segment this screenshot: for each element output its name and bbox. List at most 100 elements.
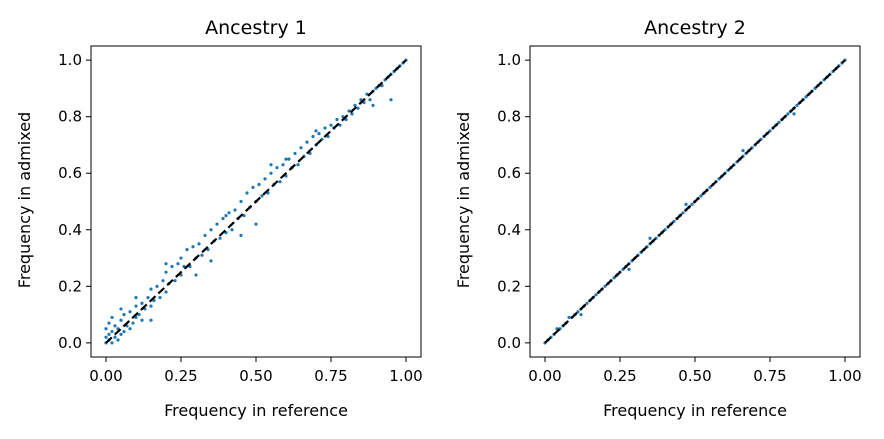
data-point xyxy=(356,106,360,110)
data-point xyxy=(690,202,694,206)
data-point xyxy=(293,151,297,156)
data-point xyxy=(104,335,108,339)
data-point xyxy=(110,315,114,320)
data-point xyxy=(104,327,108,331)
x-tick-label: 0.25 xyxy=(164,367,197,385)
x-tick-label: 0.75 xyxy=(314,367,347,385)
data-point xyxy=(792,112,796,116)
data-point xyxy=(245,191,249,195)
data-point xyxy=(230,228,234,232)
data-point xyxy=(107,321,111,325)
data-point xyxy=(278,180,282,184)
data-point xyxy=(317,132,321,136)
data-point xyxy=(179,256,183,260)
subplot-ancestry-1: Ancestry 1 Frequency in reference Freque… xyxy=(15,17,423,420)
data-point xyxy=(227,211,231,215)
subplot-ancestry-2: Ancestry 2 Frequency in reference Freque… xyxy=(454,17,862,420)
data-point xyxy=(164,270,168,274)
data-point xyxy=(804,95,808,99)
data-point xyxy=(140,301,144,305)
data-point xyxy=(239,199,243,204)
x-tick-label: 0.00 xyxy=(89,367,122,385)
data-point xyxy=(107,332,111,336)
y-tick-label: 0.6 xyxy=(497,164,521,182)
data-point xyxy=(203,233,207,238)
data-point xyxy=(215,222,219,226)
x-tick-label: 1.00 xyxy=(389,367,422,385)
data-point xyxy=(786,112,790,116)
chart-title: Ancestry 2 xyxy=(644,17,746,39)
data-point xyxy=(567,315,571,320)
data-point xyxy=(699,194,703,198)
y-tick-label: 1.0 xyxy=(58,51,82,69)
data-point xyxy=(594,293,598,297)
data-point xyxy=(194,273,198,277)
data-point xyxy=(323,126,327,130)
x-tick-label: 0.75 xyxy=(753,367,786,385)
data-point xyxy=(347,109,351,113)
data-point xyxy=(777,120,781,124)
data-point xyxy=(708,185,712,189)
y-axis-label: Frequency in admixed xyxy=(15,112,34,288)
x-tick-label: 0.25 xyxy=(603,367,636,385)
data-point xyxy=(134,304,138,308)
data-point xyxy=(612,276,616,280)
data-point xyxy=(110,341,114,345)
data-point xyxy=(257,182,261,187)
y-tick-label: 0.6 xyxy=(58,164,82,182)
data-point xyxy=(128,327,132,331)
data-point xyxy=(191,245,195,249)
data-point xyxy=(627,267,631,271)
data-point xyxy=(269,171,273,175)
data-point xyxy=(353,103,357,107)
data-point xyxy=(585,301,589,305)
data-point xyxy=(335,117,339,122)
data-point xyxy=(128,310,132,314)
y-tick-label: 0.4 xyxy=(497,221,521,239)
y-tick-label: 1.0 xyxy=(497,51,521,69)
data-point xyxy=(795,103,799,107)
data-point xyxy=(122,329,126,334)
data-point xyxy=(164,290,168,294)
y-tick-label: 0.0 xyxy=(497,334,521,352)
data-point xyxy=(173,279,177,283)
data-point xyxy=(155,284,159,288)
data-point xyxy=(140,318,144,322)
data-point xyxy=(311,134,315,139)
data-point xyxy=(296,163,300,167)
data-point xyxy=(314,129,318,133)
data-point xyxy=(158,296,162,300)
data-point xyxy=(149,287,153,291)
chart-title: Ancestry 1 xyxy=(205,17,307,39)
data-point xyxy=(149,318,153,322)
data-point xyxy=(681,211,685,215)
data-point xyxy=(200,253,204,257)
data-point xyxy=(672,219,676,223)
reference-line xyxy=(544,59,846,344)
data-point xyxy=(284,157,288,161)
data-point xyxy=(164,262,168,266)
data-point xyxy=(269,163,273,167)
data-point xyxy=(684,202,688,206)
data-point xyxy=(221,216,225,221)
data-point xyxy=(161,279,165,283)
data-point xyxy=(368,98,372,102)
data-point xyxy=(113,335,117,339)
data-point xyxy=(218,236,222,240)
data-point xyxy=(260,194,264,198)
data-point xyxy=(176,262,180,266)
data-point xyxy=(116,338,120,342)
data-point xyxy=(741,149,745,153)
data-point xyxy=(371,103,375,107)
y-tick-label: 0.4 xyxy=(58,221,82,239)
y-tick-label: 0.2 xyxy=(58,277,82,295)
y-tick-label: 0.8 xyxy=(497,108,521,126)
data-point xyxy=(149,304,153,308)
data-point xyxy=(134,296,138,300)
data-point xyxy=(299,146,303,150)
y-tick-label: 0.0 xyxy=(58,334,82,352)
data-point xyxy=(209,228,213,232)
data-point xyxy=(251,185,255,189)
reference-line xyxy=(105,59,407,344)
